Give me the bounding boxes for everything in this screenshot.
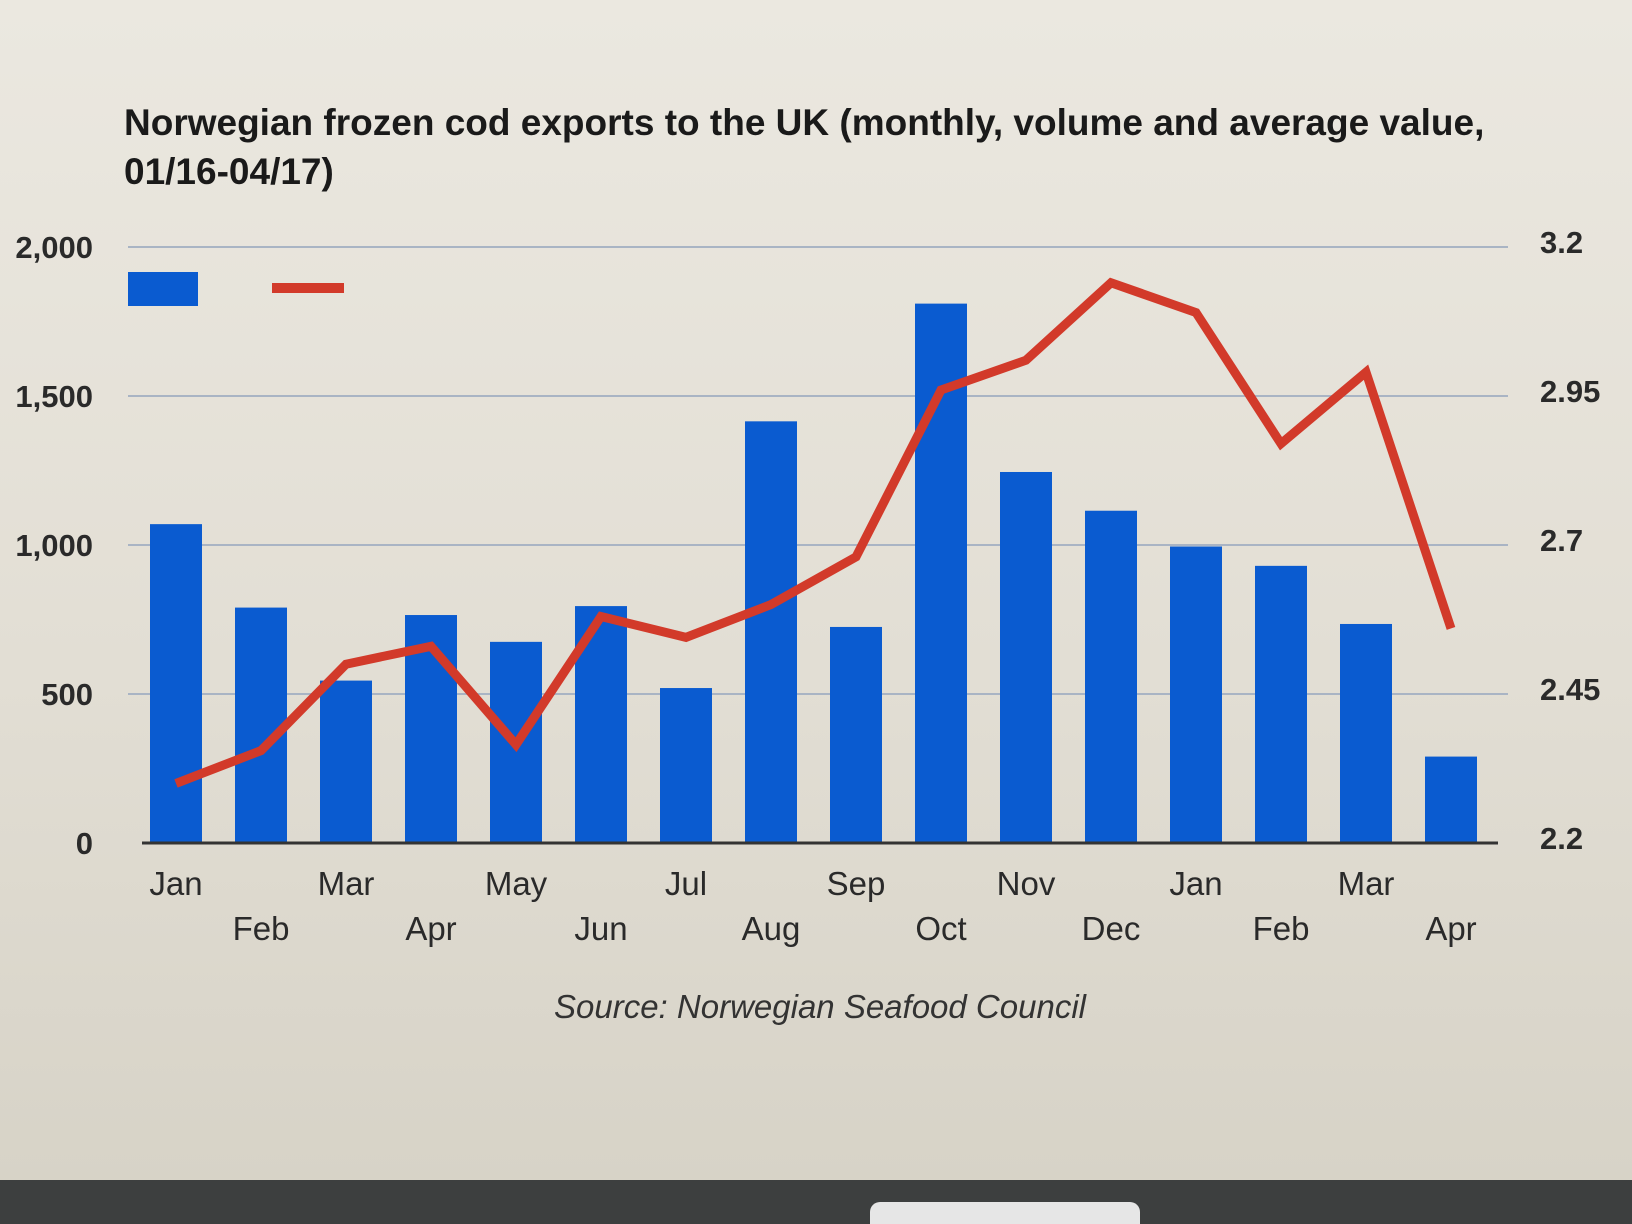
chart-title-line-1: Norwegian frozen cod exports to the UK (… <box>124 102 1484 143</box>
bar <box>320 680 372 843</box>
left-tick-label: 1,500 <box>15 379 93 414</box>
bar <box>150 524 202 843</box>
legend <box>128 272 344 306</box>
legend-bar-swatch <box>128 272 198 306</box>
bar <box>1000 471 1052 843</box>
source-note: Source: Norwegian Seafood Council <box>554 988 1088 1025</box>
right-tick-label: 2.45 <box>1540 672 1600 707</box>
bar-series <box>150 303 1477 843</box>
right-axis-ticks: 2.2 2.45 2.7 2.95 3.2 <box>1540 225 1600 856</box>
x-tick-label: Apr <box>1425 910 1476 947</box>
x-tick-label: Aug <box>742 910 801 947</box>
bar <box>235 607 287 843</box>
bottom-bar <box>0 1180 1632 1224</box>
x-tick-label: May <box>485 865 548 902</box>
right-tick-label: 2.7 <box>1540 523 1583 558</box>
x-tick-label: Dec <box>1082 910 1141 947</box>
x-tick-label: Feb <box>1253 910 1310 947</box>
bottom-tab <box>870 1202 1140 1224</box>
x-tick-label: Oct <box>915 910 966 947</box>
left-tick-label: 500 <box>41 677 93 712</box>
right-tick-label: 2.2 <box>1540 821 1583 856</box>
x-tick-label: Nov <box>997 865 1056 902</box>
x-tick-label: Jan <box>149 865 202 902</box>
bar <box>1340 623 1392 843</box>
chart-title-line-2: 01/16-04/17) <box>124 151 334 192</box>
x-tick-label: Jan <box>1169 865 1222 902</box>
x-axis-labels: Jan Feb Mar Apr May Jun Jul Aug Sep Oct Nov Dec Jan F… <box>149 865 1476 947</box>
bar <box>1085 510 1137 843</box>
line-path <box>174 277 1456 788</box>
line-series <box>174 277 1456 788</box>
chart-title: Norwegian frozen cod exports to the UK (… <box>124 102 1484 192</box>
left-tick-label: 2,000 <box>15 230 93 265</box>
x-tick-label: Apr <box>405 910 456 947</box>
bar <box>1425 756 1477 843</box>
right-tick-label: 2.95 <box>1540 374 1600 409</box>
x-tick-label: Mar <box>1338 865 1395 902</box>
left-tick-label: 0 <box>76 826 93 861</box>
combo-chart: Norwegian frozen cod exports to the UK (… <box>15 102 1600 1025</box>
bar <box>1255 565 1307 843</box>
left-axis-ticks: 0 500 1,000 1,500 2,000 <box>15 230 93 861</box>
x-tick-label: Sep <box>827 865 886 902</box>
x-tick-label: Feb <box>233 910 290 947</box>
chart-area: Norwegian frozen cod exports to the UK (… <box>15 102 1600 1025</box>
right-tick-label: 3.2 <box>1540 225 1583 260</box>
x-tick-label: Jun <box>574 910 627 947</box>
x-tick-label: Mar <box>318 865 375 902</box>
legend-line-swatch <box>272 283 344 293</box>
bar <box>745 421 797 843</box>
left-tick-label: 1,000 <box>15 528 93 563</box>
bar <box>660 688 712 843</box>
x-tick-label: Jul <box>665 865 707 902</box>
bar <box>1170 546 1222 843</box>
bar <box>830 626 882 843</box>
